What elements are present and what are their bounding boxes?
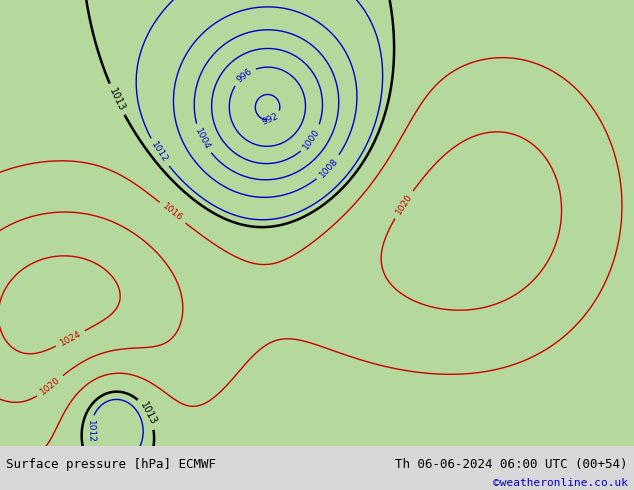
Text: 1013: 1013 [138, 400, 158, 427]
Polygon shape [0, 0, 634, 446]
Text: Th 06-06-2024 06:00 UTC (00+54): Th 06-06-2024 06:00 UTC (00+54) [395, 458, 628, 471]
Text: 1024: 1024 [58, 329, 82, 348]
Text: 1004: 1004 [193, 127, 212, 151]
Text: 1012: 1012 [150, 141, 169, 165]
Text: 996: 996 [235, 67, 254, 84]
Text: 1008: 1008 [318, 156, 340, 179]
Text: 992: 992 [261, 112, 280, 127]
Text: Surface pressure [hPa] ECMWF: Surface pressure [hPa] ECMWF [6, 458, 216, 471]
Text: 1020: 1020 [39, 375, 62, 397]
Text: ©weatheronline.co.uk: ©weatheronline.co.uk [493, 478, 628, 488]
Text: 1016: 1016 [161, 202, 184, 223]
Text: 1012: 1012 [86, 420, 96, 443]
Text: 1020: 1020 [394, 193, 414, 217]
Text: 1013: 1013 [107, 86, 127, 113]
Text: 1000: 1000 [302, 127, 322, 151]
